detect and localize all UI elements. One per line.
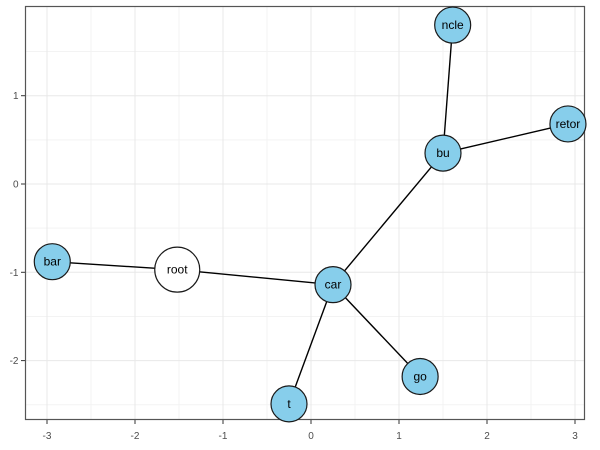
graph-edge-root-car xyxy=(177,268,334,286)
x-tick-label: -3 xyxy=(43,431,52,442)
y-tick-label: -1 xyxy=(10,268,19,279)
graph-node-bar xyxy=(33,243,71,281)
graph-node-bu xyxy=(424,134,462,172)
graph-node-label-retor: retor xyxy=(556,117,581,131)
graph-node-label-bu: bu xyxy=(436,146,449,160)
graph-node-car xyxy=(314,266,352,304)
graph-edge-bu-retor xyxy=(442,123,569,154)
graph-node-retor xyxy=(549,105,587,143)
x-tick-label: -1 xyxy=(219,431,228,442)
graph-node-label-t: t xyxy=(287,397,291,411)
y-tick-label: -2 xyxy=(10,356,19,367)
x-tick-label: 0 xyxy=(308,431,314,442)
graph-node-label-bar: bar xyxy=(44,255,61,269)
y-tick-label: 0 xyxy=(13,180,19,191)
x-tick-label: 3 xyxy=(572,431,578,442)
graph-node-t xyxy=(270,385,308,423)
graph-node-root xyxy=(154,246,201,293)
panel-border xyxy=(24,5,586,421)
x-tick-label: 2 xyxy=(484,431,490,442)
graph-node-label-go: go xyxy=(413,369,427,383)
y-tick-label: 1 xyxy=(13,91,19,102)
graph-node-go xyxy=(401,357,439,396)
graph-node-label-ncle: ncle xyxy=(442,18,464,32)
x-tick-label: 1 xyxy=(396,431,402,442)
graph-node-label-car: car xyxy=(325,278,342,292)
graph-edge-car-t xyxy=(288,284,334,405)
graph-node-label-root: root xyxy=(167,263,188,277)
plot-panel xyxy=(25,6,585,420)
graph-edge-bu-ncle xyxy=(442,25,454,154)
x-tick-label: -2 xyxy=(131,431,140,442)
graph-edge-car-bu xyxy=(332,152,444,286)
graph-node-ncle xyxy=(434,6,472,44)
graph-edge-car-go xyxy=(332,284,421,377)
